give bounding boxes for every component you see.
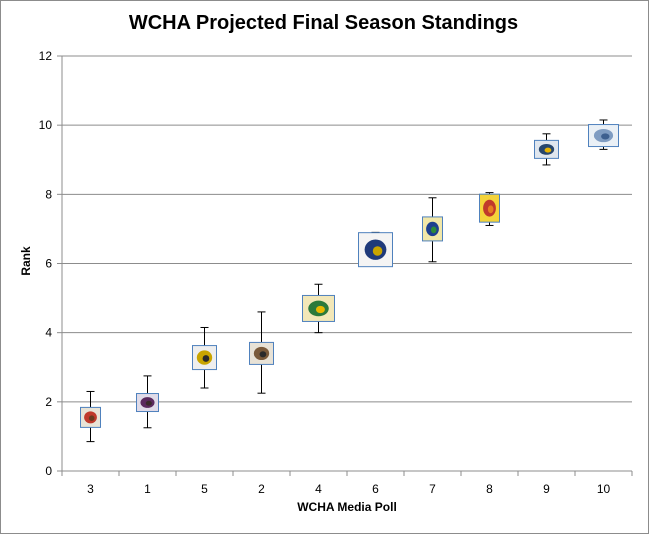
y-tick-label: 2 xyxy=(45,395,52,409)
team-logo-2-emblem-detail xyxy=(259,351,267,358)
x-tick-label: 8 xyxy=(486,482,493,496)
team-logo-8-emblem-detail xyxy=(487,205,494,214)
team-logo-3-emblem-detail xyxy=(88,415,95,421)
x-tick-label: 3 xyxy=(87,482,94,496)
y-tick-label: 4 xyxy=(45,326,52,340)
team-logo-7-emblem-detail xyxy=(430,226,437,234)
x-tick-label: 4 xyxy=(315,482,322,496)
team-logo-10-emblem-detail xyxy=(601,133,610,140)
y-tick-label: 12 xyxy=(39,49,53,63)
x-tick-label: 2 xyxy=(258,482,265,496)
y-tick-label: 8 xyxy=(45,187,52,201)
team-logo-1-emblem-detail xyxy=(145,400,152,406)
y-tick-label: 10 xyxy=(39,118,53,132)
x-tick-label: 6 xyxy=(372,482,379,496)
x-axis-label: WCHA Media Poll xyxy=(297,500,397,514)
x-tick-label: 7 xyxy=(429,482,436,496)
team-logo-4-emblem-detail xyxy=(315,305,325,314)
x-tick-label: 5 xyxy=(201,482,208,496)
y-tick-label: 6 xyxy=(45,257,52,271)
team-logo-9-emblem-detail xyxy=(544,147,552,153)
y-tick-label: 0 xyxy=(45,464,52,478)
team-logo-6-emblem-detail xyxy=(372,246,383,256)
chart-title: WCHA Projected Final Season Standings xyxy=(128,12,519,34)
team-logo-5-emblem-detail xyxy=(202,355,210,362)
x-tick-label: 9 xyxy=(543,482,550,496)
x-tick-label: 10 xyxy=(597,482,611,496)
x-tick-label: 1 xyxy=(144,482,151,496)
